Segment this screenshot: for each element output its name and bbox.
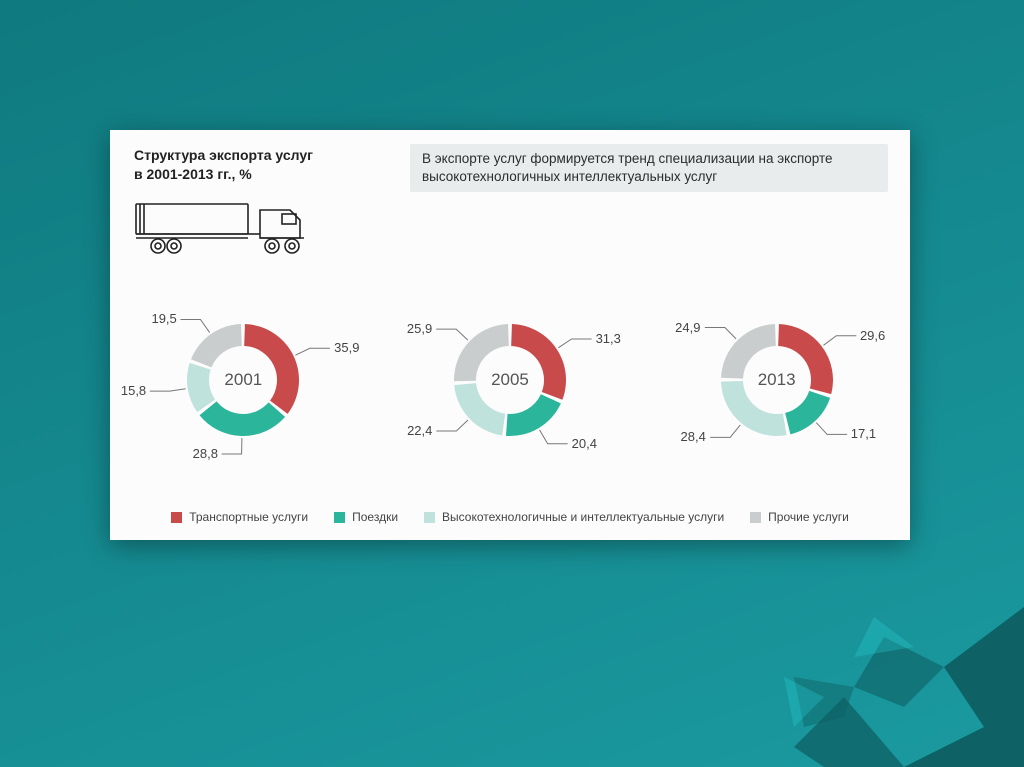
donut-value-label: 35,9 bbox=[334, 340, 359, 355]
legend-item-trips: Поездки bbox=[334, 510, 398, 524]
truck-icon bbox=[134, 194, 324, 256]
donut-2013: 2013 29,6 17,1 28,4 24,9 bbox=[652, 280, 902, 480]
swatch-icon bbox=[171, 512, 182, 523]
donut-value-label: 15,8 bbox=[121, 383, 146, 398]
donut-value-label: 17,1 bbox=[851, 426, 876, 441]
donut-2001: 2001 35,9 28,8 15,8 19,5 bbox=[118, 280, 368, 480]
donut-value-label: 24,9 bbox=[675, 320, 700, 335]
donut-value-label: 22,4 bbox=[407, 423, 432, 438]
infographic-card: Структура экспорта услугв 2001-2013 гг.,… bbox=[110, 130, 910, 540]
legend-item-transport: Транспортные услуги bbox=[171, 510, 308, 524]
donut-value-label: 20,4 bbox=[572, 436, 597, 451]
donut-value-label: 29,6 bbox=[860, 328, 885, 343]
background-shards-icon bbox=[644, 547, 1024, 767]
donut-year: 2013 bbox=[758, 370, 796, 390]
donut-year: 2001 bbox=[224, 370, 262, 390]
legend-label: Прочие услуги bbox=[768, 510, 849, 524]
donut-value-label: 31,3 bbox=[596, 331, 621, 346]
legend-label: Транспортные услуги bbox=[189, 510, 308, 524]
title-box: В экспорте услуг формируется тренд специ… bbox=[410, 144, 888, 192]
donut-value-label: 19,5 bbox=[151, 311, 176, 326]
legend: Транспортные услуги Поездки Высокотехнол… bbox=[110, 510, 910, 524]
swatch-icon bbox=[750, 512, 761, 523]
donut-year: 2005 bbox=[491, 370, 529, 390]
legend-item-hitech: Высокотехнологичные и интеллектуальные у… bbox=[424, 510, 724, 524]
legend-label: Высокотехнологичные и интеллектуальные у… bbox=[442, 510, 724, 524]
legend-item-other: Прочие услуги bbox=[750, 510, 849, 524]
charts-row: 2001 35,9 28,8 15,8 19,5 2005 31,3 20,4 22,4 25,… bbox=[110, 280, 910, 480]
donut-2005: 2005 31,3 20,4 22,4 25,9 bbox=[385, 280, 635, 480]
swatch-icon bbox=[334, 512, 345, 523]
donut-value-label: 25,9 bbox=[407, 321, 432, 336]
legend-label: Поездки bbox=[352, 510, 398, 524]
title-left: Структура экспорта услугв 2001-2013 гг.,… bbox=[134, 146, 394, 184]
swatch-icon bbox=[424, 512, 435, 523]
donut-value-label: 28,4 bbox=[681, 429, 706, 444]
donut-value-label: 28,8 bbox=[193, 446, 218, 461]
